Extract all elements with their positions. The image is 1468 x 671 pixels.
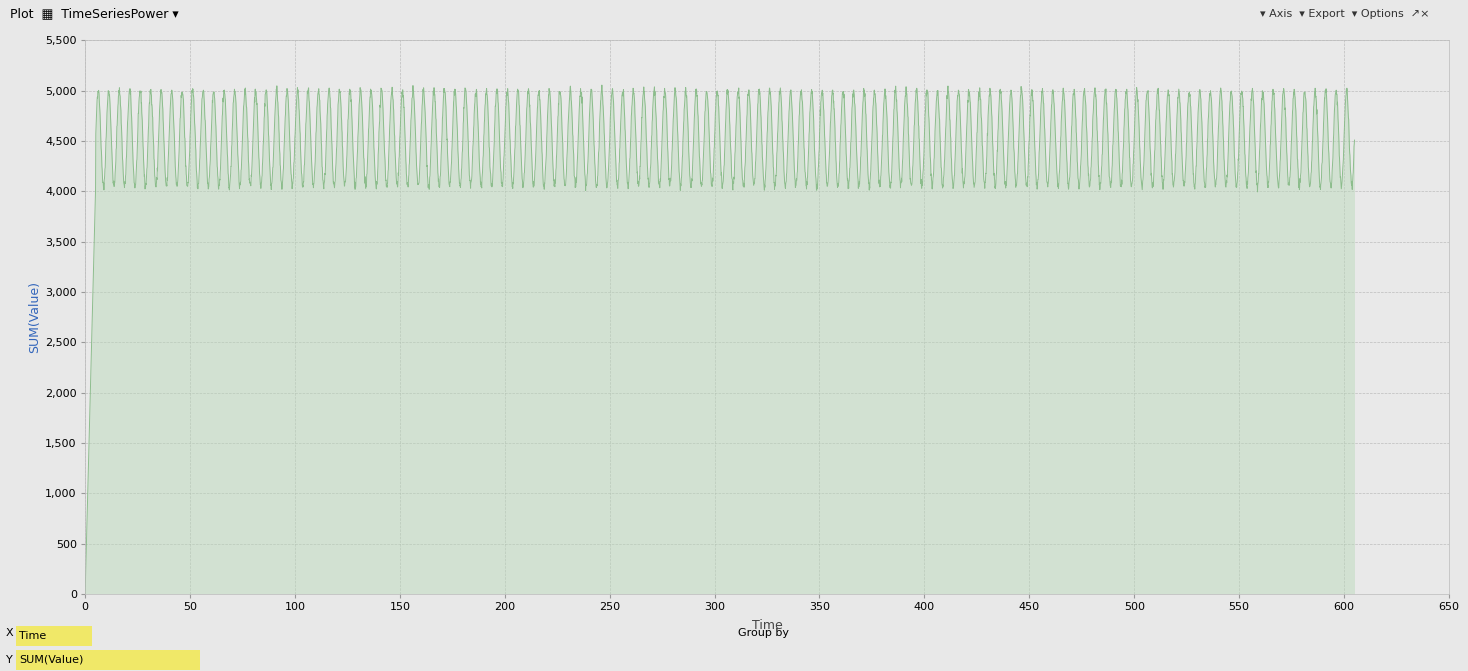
FancyBboxPatch shape [16, 625, 92, 646]
Text: ▾ Axis  ▾ Export  ▾ Options  ↗×: ▾ Axis ▾ Export ▾ Options ↗× [1260, 9, 1428, 19]
Text: X: X [6, 628, 13, 638]
Y-axis label: SUM(Value): SUM(Value) [28, 281, 41, 353]
Text: Time: Time [19, 631, 47, 641]
Text: Plot  ▦  TimeSeriesPower ▾: Plot ▦ TimeSeriesPower ▾ [10, 7, 179, 21]
X-axis label: Time: Time [752, 619, 782, 632]
Text: SUM(Value): SUM(Value) [19, 655, 84, 665]
Text: Group by: Group by [738, 628, 790, 638]
Text: Y: Y [6, 656, 13, 666]
FancyBboxPatch shape [16, 650, 200, 670]
